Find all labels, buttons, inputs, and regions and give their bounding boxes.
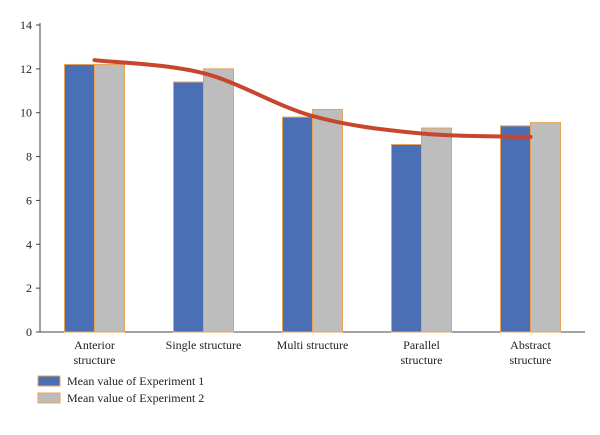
legend-swatch-2	[37, 392, 61, 404]
bar-series-1	[173, 81, 204, 333]
legend-label-1: Mean value of Experiment 1	[67, 374, 204, 388]
x-category-label: Abstract	[510, 338, 551, 352]
x-category-label: Parallel	[403, 338, 440, 352]
y-tick-label: 10	[20, 106, 32, 120]
legend-swatch-1	[37, 375, 61, 387]
x-category-label: Single structure	[166, 338, 242, 352]
y-tick-label: 12	[20, 62, 32, 76]
y-tick-label: 2	[26, 281, 32, 295]
x-category-label: Anterior	[74, 338, 115, 352]
bar-series-1	[282, 116, 313, 333]
bars	[64, 63, 561, 333]
y-tick-label: 0	[26, 325, 32, 339]
y-tick-label: 6	[26, 193, 32, 207]
legend-label-2: Mean value of Experiment 2	[67, 391, 204, 405]
bar-series-1	[64, 63, 95, 333]
bar-series-1	[391, 144, 422, 333]
y-tick-label: 14	[20, 18, 32, 32]
bar-series-2	[312, 108, 343, 333]
bar-series-2	[203, 68, 234, 333]
bar-series-2	[421, 127, 452, 333]
trend-line	[92, 58, 533, 139]
bar-series-1	[500, 125, 531, 333]
x-category-label: structure	[401, 353, 443, 367]
bar-series-2	[94, 63, 125, 333]
y-tick-label: 4	[26, 237, 32, 251]
y-axis-ticks: 0 2 4 6 8 10 12 14	[20, 18, 40, 339]
x-category-label: Multi structure	[277, 338, 349, 352]
trend-line-group	[92, 58, 533, 139]
legend: Mean value of Experiment 1 Mean value of …	[37, 374, 204, 405]
x-category-label: structure	[510, 353, 552, 367]
x-category-label: structure	[74, 353, 116, 367]
y-tick-label: 8	[26, 150, 32, 164]
bar-series-2	[530, 122, 561, 333]
